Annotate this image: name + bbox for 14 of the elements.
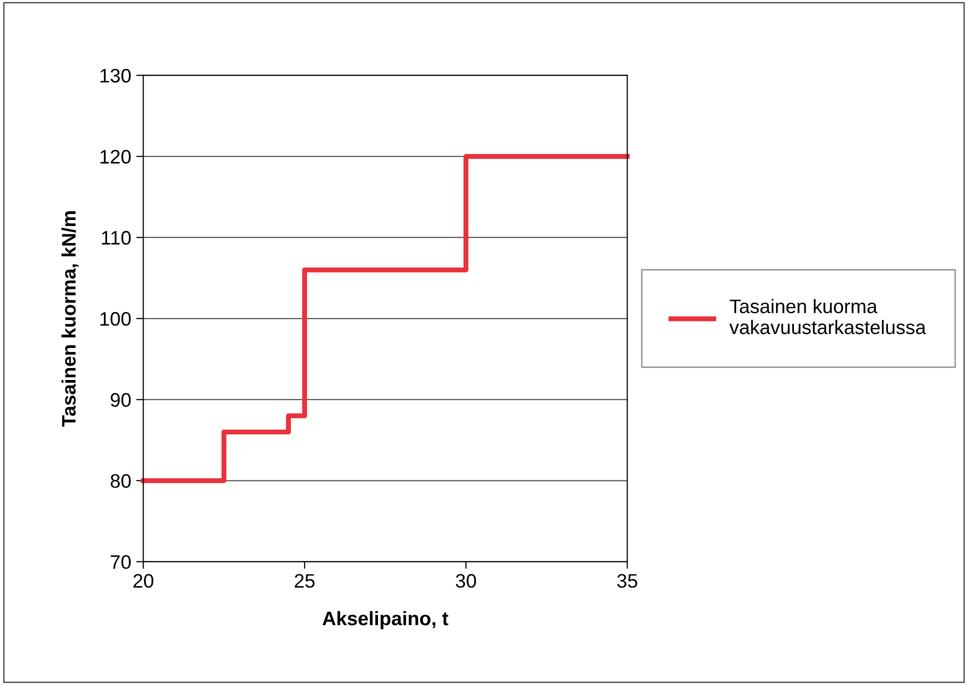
y-axis-title: Tasainen kuorma, kN/m	[61, 211, 79, 427]
legend-label: Tasainen kuorma vakavuustarkastelussa	[729, 298, 926, 334]
x-tick-label: 30	[456, 574, 476, 588]
x-tick-label: 25	[294, 574, 315, 588]
y-tick-label: 110	[102, 230, 131, 245]
y-tick-label: 90	[110, 393, 131, 407]
x-axis-title: Akselipaino, t	[322, 611, 448, 630]
y-tick-label: 130	[100, 68, 131, 83]
x-tick-label: 20	[133, 574, 154, 588]
y-tick-label: 70	[110, 555, 131, 569]
x-tick-label: 35	[617, 574, 638, 588]
y-tick-label: 100	[100, 312, 131, 326]
y-tick-label: 120	[100, 150, 131, 164]
y-tick-label: 80	[110, 474, 131, 488]
